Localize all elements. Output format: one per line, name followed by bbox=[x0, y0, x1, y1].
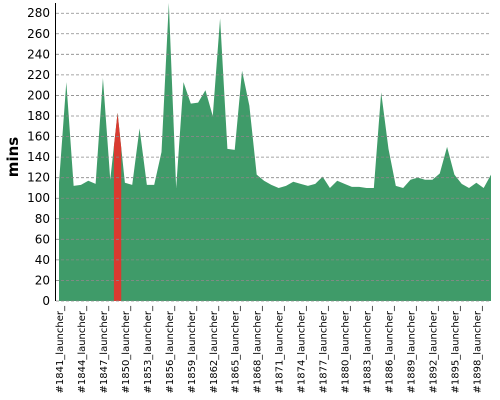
y-tick-label: 260 bbox=[27, 27, 50, 41]
y-tick-label: 80 bbox=[35, 212, 50, 226]
y-tick-label: 40 bbox=[35, 253, 50, 267]
x-tick-label: #1874_launcher_ bbox=[297, 305, 308, 394]
x-tick-label: #1853_launcher_ bbox=[143, 305, 154, 394]
x-tick-label: #1868_launcher_ bbox=[253, 305, 264, 394]
area bbox=[59, 3, 491, 301]
x-tick-label: #1862_launcher_ bbox=[209, 305, 220, 394]
x-tick-label: #1880_launcher_ bbox=[341, 305, 352, 394]
y-axis-label: mins bbox=[4, 137, 22, 177]
x-tick-label: #1889_launcher_ bbox=[406, 305, 417, 394]
y-tick-label: 160 bbox=[27, 130, 50, 144]
x-tick-label: #1841_launcher_ bbox=[55, 305, 66, 394]
x-tick-label: #1856_launcher_ bbox=[165, 305, 176, 394]
x-tick-label: #1850_launcher_ bbox=[121, 305, 132, 394]
x-tick-label: #1898_launcher_ bbox=[472, 305, 483, 394]
y-tick-label: 220 bbox=[27, 68, 50, 82]
x-tick-label: #1892_launcher_ bbox=[428, 305, 439, 394]
highlight-area bbox=[113, 112, 122, 301]
x-tick-label: #1883_launcher_ bbox=[363, 305, 374, 394]
y-tick-label: 20 bbox=[35, 273, 50, 287]
y-tick-label: 240 bbox=[27, 47, 50, 61]
y-tick-label: 280 bbox=[27, 6, 50, 20]
x-tick-label: #1859_launcher_ bbox=[187, 305, 198, 394]
x-tick-label: #1865_launcher_ bbox=[231, 305, 242, 394]
y-tick-label: 100 bbox=[27, 191, 50, 205]
x-tick-label: #1877_launcher_ bbox=[319, 305, 330, 394]
y-tick-label: 120 bbox=[27, 171, 50, 185]
x-tick-label: #1847_launcher_ bbox=[99, 305, 110, 394]
x-tick-label: #1886_launcher_ bbox=[384, 305, 395, 394]
y-tick-label: 180 bbox=[27, 109, 50, 123]
plot-area bbox=[59, 3, 491, 301]
y-tick-label: 200 bbox=[27, 88, 50, 102]
x-tick-label: #1844_launcher_ bbox=[77, 305, 88, 394]
y-tick-label: 60 bbox=[35, 232, 50, 246]
x-tick-label: #1895_launcher_ bbox=[450, 305, 461, 394]
x-tick-label: #1871_launcher_ bbox=[275, 305, 286, 394]
y-tick-label: 0 bbox=[42, 294, 50, 308]
y-tick-label: 140 bbox=[27, 150, 50, 164]
